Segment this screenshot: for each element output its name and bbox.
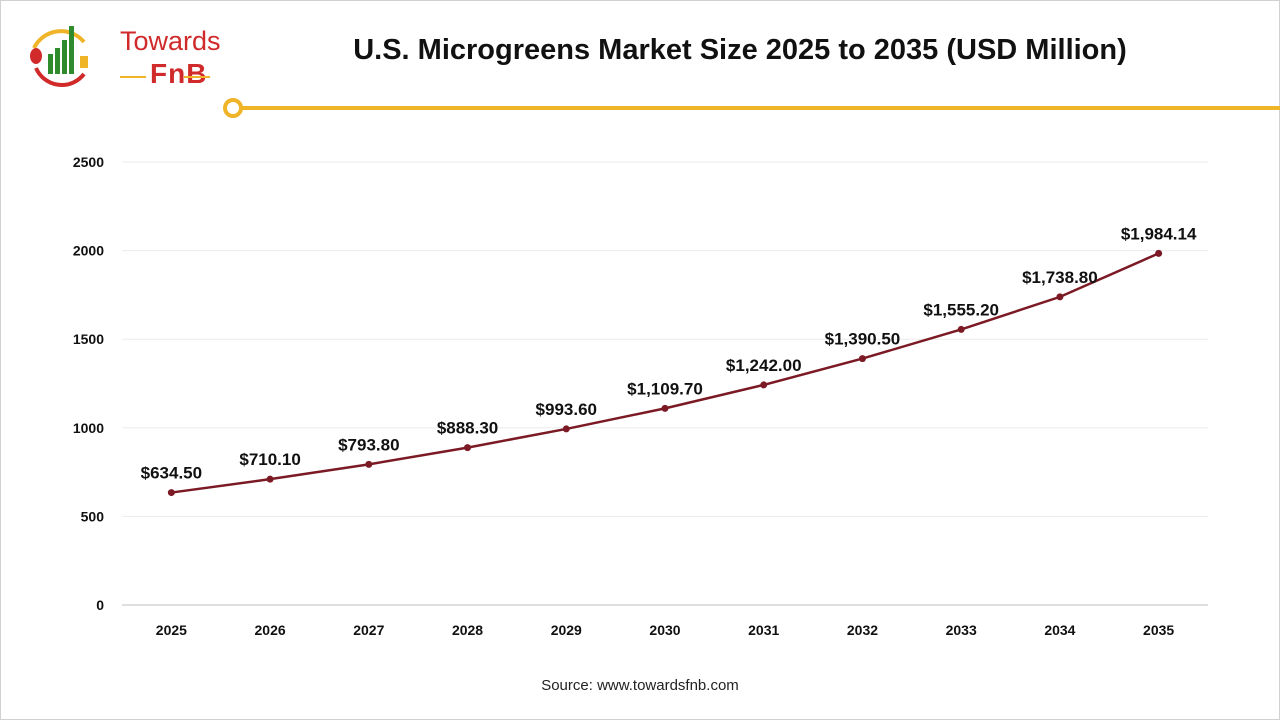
x-tick-label: 2029 bbox=[551, 622, 582, 638]
data-point bbox=[957, 325, 965, 333]
data-label: $993.60 bbox=[536, 400, 597, 419]
x-tick-label: 2035 bbox=[1143, 622, 1174, 638]
y-tick-label: 0 bbox=[96, 597, 104, 613]
logo-icon bbox=[30, 26, 88, 87]
logo-dash-right bbox=[184, 76, 210, 78]
data-label: $634.50 bbox=[141, 464, 202, 483]
data-point bbox=[266, 475, 274, 483]
title-underline-dot bbox=[223, 98, 243, 118]
chart-title: U.S. Microgreens Market Size 2025 to 203… bbox=[353, 34, 1127, 66]
logo-dash-left bbox=[120, 76, 146, 78]
x-tick-label: 2025 bbox=[156, 622, 187, 638]
data-point bbox=[1056, 293, 1064, 301]
data-label: $888.30 bbox=[437, 419, 498, 438]
data-point bbox=[365, 460, 373, 468]
y-tick-label: 1500 bbox=[73, 331, 104, 347]
x-tick-label: 2026 bbox=[255, 622, 286, 638]
data-point bbox=[760, 381, 768, 389]
data-point bbox=[858, 355, 866, 363]
x-tick-label: 2031 bbox=[748, 622, 779, 638]
data-label: $1,738.80 bbox=[1022, 268, 1098, 287]
data-point bbox=[1155, 249, 1163, 257]
data-point bbox=[167, 489, 175, 497]
x-tick-label: 2027 bbox=[353, 622, 384, 638]
x-tick-label: 2032 bbox=[847, 622, 878, 638]
data-label: $710.10 bbox=[239, 450, 300, 469]
data-label: $1,984.14 bbox=[1121, 224, 1197, 243]
series-line bbox=[171, 252, 1160, 494]
logo-text-fnb: FnB bbox=[150, 58, 208, 89]
data-label: $793.80 bbox=[338, 435, 399, 454]
x-tick-label: 2033 bbox=[946, 622, 977, 638]
data-label: $1,390.50 bbox=[825, 330, 901, 349]
y-tick-label: 1000 bbox=[73, 420, 104, 436]
data-label: $1,555.20 bbox=[923, 300, 999, 319]
x-tick-label: 2030 bbox=[649, 622, 680, 638]
x-tick-label: 2028 bbox=[452, 622, 483, 638]
logo-text-towards: Towards bbox=[120, 26, 221, 56]
y-tick-label: 500 bbox=[81, 508, 105, 524]
data-point bbox=[661, 404, 669, 412]
y-tick-label: 2500 bbox=[73, 154, 104, 170]
y-tick-label: 2000 bbox=[73, 243, 104, 259]
x-tick-label: 2034 bbox=[1044, 622, 1075, 638]
towards-fnb-logo: Towards FnB bbox=[22, 18, 222, 89]
data-label: $1,242.00 bbox=[726, 356, 802, 375]
data-point bbox=[562, 425, 570, 433]
data-point bbox=[464, 444, 472, 452]
data-label: $1,109.70 bbox=[627, 379, 703, 398]
source-note: Source: www.towardsfnb.com bbox=[541, 677, 739, 694]
